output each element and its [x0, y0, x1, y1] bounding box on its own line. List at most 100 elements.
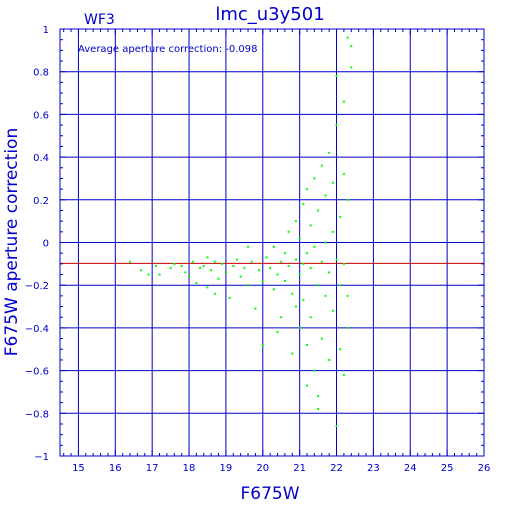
data-point-0-69 [324, 241, 327, 244]
data-point-0-91 [350, 45, 353, 48]
data-point-0-80 [335, 425, 338, 428]
data-point-0-19 [221, 262, 224, 265]
x-tick-label-2: 17 [146, 463, 159, 474]
data-point-0-34 [272, 288, 275, 291]
y-tick-label-1: −0.8 [25, 409, 49, 420]
data-point-0-90 [346, 36, 349, 39]
data-point-0-40 [283, 279, 286, 282]
data-point-0-32 [265, 256, 268, 259]
data-point-0-63 [317, 284, 320, 287]
average-annotation: Average aperture correction: -0.098 [78, 44, 258, 55]
data-point-0-41 [287, 264, 290, 267]
data-point-0-77 [331, 181, 334, 184]
data-point-0-25 [243, 267, 246, 270]
y-tick-label-8: 0.6 [33, 110, 49, 121]
x-tick-labels: 15 16 17 18 19 20 21 22 23 24 25 26 [72, 463, 490, 474]
data-point-0-18 [217, 277, 220, 280]
data-point-0-98 [247, 245, 250, 248]
data-point-0-66 [320, 260, 323, 263]
data-point-0-97 [276, 331, 279, 334]
x-tick-label-4: 19 [220, 463, 233, 474]
data-point-0-13 [202, 264, 205, 267]
data-point-0-59 [309, 316, 312, 319]
data-point-0-3 [154, 264, 157, 267]
y-axis-label: F675W aperture correction [2, 128, 22, 356]
data-point-0-60 [313, 245, 316, 248]
data-point-0-95 [317, 408, 320, 411]
chart-title: lmc_u3y501 [215, 4, 324, 25]
data-point-0-15 [206, 286, 209, 289]
data-point-0-21 [228, 297, 231, 300]
y-tick-label-10: 1 [43, 25, 49, 36]
data-point-0-35 [272, 245, 275, 248]
data-point-0-42 [287, 230, 290, 233]
data-point-0-22 [232, 264, 235, 267]
data-point-0-96 [306, 384, 309, 387]
data-point-0-51 [302, 262, 305, 265]
data-point-0-52 [302, 203, 305, 206]
x-tick-label-6: 21 [293, 463, 306, 474]
data-point-0-64 [317, 209, 320, 212]
axis-ticks [60, 28, 485, 457]
data-point-0-61 [313, 177, 316, 180]
data-point-0-31 [261, 343, 264, 346]
x-tick-label-8: 23 [367, 463, 380, 474]
data-point-0-6 [173, 262, 176, 265]
data-point-0-8 [184, 271, 187, 274]
data-point-0-81 [335, 74, 338, 77]
data-point-0-37 [280, 260, 283, 263]
data-point-0-43 [291, 292, 294, 295]
data-point-0-0 [129, 260, 132, 263]
x-tick-label-10: 25 [441, 463, 454, 474]
data-point-0-1 [140, 269, 143, 272]
x-tick-label-0: 15 [72, 463, 85, 474]
data-point-0-24 [239, 275, 242, 278]
data-point-0-67 [320, 164, 323, 167]
data-point-0-11 [195, 282, 198, 285]
data-point-0-38 [280, 316, 283, 319]
data-point-0-70 [324, 294, 327, 297]
data-point-0-28 [254, 307, 257, 310]
x-axis-label: F675W [240, 484, 299, 504]
data-point-0-55 [306, 188, 309, 191]
data-point-0-89 [346, 198, 349, 201]
data-point-0-65 [317, 395, 320, 398]
data-point-0-39 [283, 252, 286, 255]
data-point-0-12 [199, 267, 202, 270]
grid [60, 29, 484, 456]
data-point-0-99 [213, 292, 216, 295]
data-point-0-30 [261, 279, 264, 282]
data-point-0-17 [213, 260, 216, 263]
data-point-0-92 [350, 66, 353, 69]
data-point-0-62 [313, 369, 316, 372]
chart-subtitle: WF3 [84, 12, 115, 28]
data-point-0-93 [346, 294, 349, 297]
data-point-0-71 [324, 194, 327, 197]
data-point-0-44 [291, 352, 294, 355]
y-tick-label-6: 0.2 [33, 196, 49, 207]
data-point-0-20 [224, 271, 227, 274]
data-point-0-84 [339, 348, 342, 351]
data-point-0-83 [339, 215, 342, 218]
x-tick-label-11: 26 [478, 463, 491, 474]
data-point-0-49 [298, 237, 301, 240]
data-point-0-76 [331, 309, 334, 312]
data-point-0-33 [269, 267, 272, 270]
y-tick-label-3: −0.4 [25, 324, 49, 335]
data-point-0-78 [335, 258, 338, 261]
data-point-0-27 [250, 260, 253, 263]
data-point-0-74 [328, 358, 331, 361]
data-point-0-46 [294, 220, 297, 223]
data-point-0-58 [309, 224, 312, 227]
data-point-0-4 [158, 273, 161, 276]
data-point-0-86 [342, 262, 345, 265]
x-tick-label-5: 20 [256, 463, 269, 474]
data-point-0-94 [342, 373, 345, 376]
y-tick-label-5: 0 [43, 239, 49, 250]
x-tick-label-7: 22 [330, 463, 343, 474]
data-point-0-57 [309, 267, 312, 270]
data-point-0-87 [342, 100, 345, 103]
data-point-0-82 [339, 284, 342, 287]
x-tick-label-1: 16 [109, 463, 122, 474]
